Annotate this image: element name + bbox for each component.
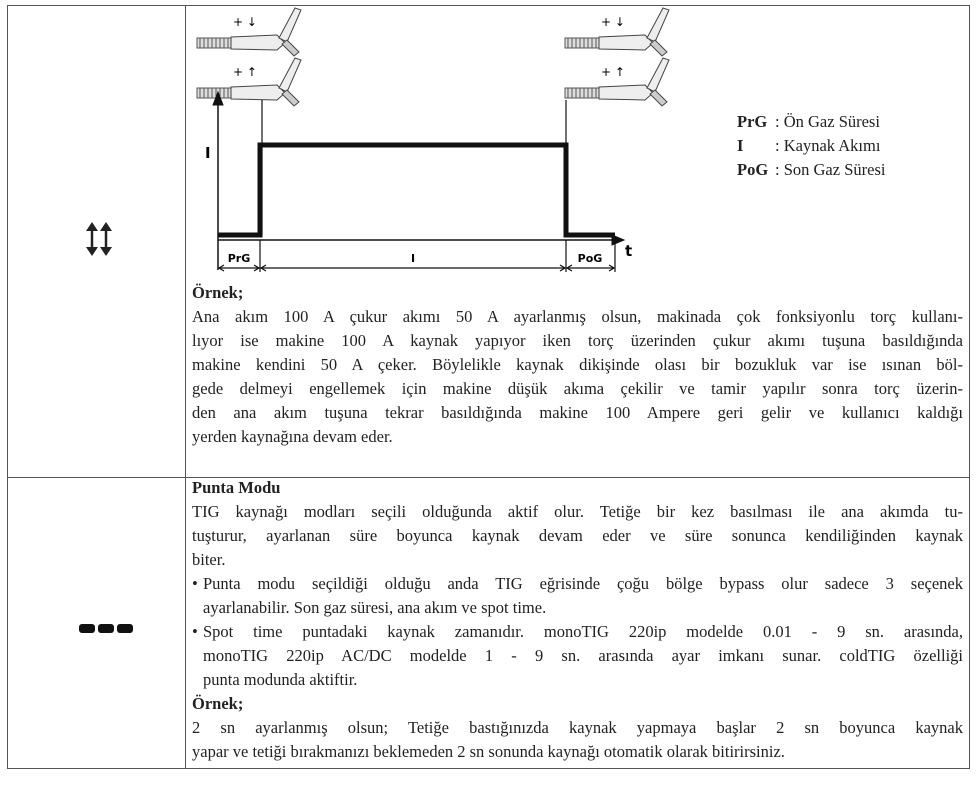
torch-sign: + ↓ — [233, 15, 257, 29]
bullet-line: Spot time puntadaki kaynak zamanıdır. mo… — [203, 622, 963, 641]
bullet-dot: • — [192, 622, 198, 641]
waveform — [212, 90, 626, 272]
legend-key: I — [737, 136, 744, 155]
segment-label: I — [411, 252, 415, 265]
torch-hose — [196, 37, 232, 49]
bullet-line: monoTIG 220ip AC/DC modelde 1 - 9 sn. ar… — [203, 646, 963, 665]
paragraph-line: tuşturur, ayarlanan süre boyunca kaynak … — [192, 526, 963, 545]
paragraph-line: biter. — [192, 550, 226, 569]
torch-head — [278, 7, 302, 43]
bullet-dot: • — [192, 574, 198, 593]
segment-label: PoG — [578, 252, 603, 265]
torches: + ↓ + ↑ + ↓ + ↑ — [196, 7, 670, 107]
torch-body — [598, 34, 654, 51]
paragraph-line: Ana akım 100 A çukur akımı 50 A ayarlanm… — [192, 307, 963, 326]
paragraph-line: den ana akım tuşuna tekrar basıldığında … — [192, 403, 963, 422]
torch-head — [278, 57, 302, 93]
bullet-line: punta modunda aktiftir. — [203, 670, 358, 689]
torch-nozzle — [281, 39, 300, 57]
section-title: Punta Modu — [192, 478, 281, 497]
legend-text: : Ön Gaz Süresi — [775, 112, 880, 131]
torch-sign: + ↑ — [233, 65, 257, 79]
paragraph-line: gede delmeyi engellemek için makine düşü… — [192, 379, 963, 398]
bullet-line: ayarlanabilir. Son gaz süresi, ana akım … — [203, 598, 547, 617]
torch-hose — [196, 87, 232, 99]
legend-key: PoG — [737, 160, 769, 179]
paragraph-line: 2 sn ayarlanmış olsun; Tetiğe bastığınız… — [192, 718, 963, 737]
legend-key: PrG — [737, 112, 768, 131]
bullet-line: Punta modu seçildiği olduğu anda TIG eğr… — [203, 574, 963, 593]
example-title: Örnek; — [192, 694, 244, 713]
torch-sign: + ↓ — [601, 15, 625, 29]
torch-nozzle — [649, 89, 668, 107]
torch-head — [646, 57, 670, 93]
torch-body — [230, 34, 286, 51]
torch-body — [598, 84, 654, 101]
torch: + ↑ — [564, 57, 670, 107]
torch: + ↓ — [564, 7, 670, 57]
legend-text: : Kaynak Akımı — [775, 136, 881, 155]
paragraph-line: TIG kaynağı modları seçili olduğunda akt… — [192, 502, 963, 521]
torch-sign: + ↑ — [601, 65, 625, 79]
example-title: Örnek; — [192, 283, 244, 302]
paragraph-line: lıyor ise makine 100 A kaynak yapıyor ik… — [192, 331, 963, 350]
current-axis-label: I — [205, 144, 211, 162]
torch-hose — [564, 37, 600, 49]
torch-body — [230, 84, 286, 101]
legend-text: : Son Gaz Süresi — [775, 160, 886, 179]
torch-hose — [564, 87, 600, 99]
torch: + ↑ — [196, 57, 302, 107]
mode-icon-spot — [79, 624, 133, 633]
torch-nozzle — [649, 39, 668, 57]
torch-nozzle — [281, 89, 300, 107]
torch: + ↓ — [196, 7, 302, 57]
segment-label: PrG — [228, 252, 251, 265]
time-axis-label: t — [625, 242, 632, 260]
mode-icon-4t — [86, 222, 112, 256]
torch-head — [646, 7, 670, 43]
paragraph-line: makine kendini 50 A çeker. Böylelikle ka… — [192, 355, 963, 374]
paragraph-line: yerden kaynağına devam eder. — [192, 427, 393, 446]
paragraph-line: yapar ve tetiği bırakmanızı beklemeden 2… — [192, 742, 785, 761]
